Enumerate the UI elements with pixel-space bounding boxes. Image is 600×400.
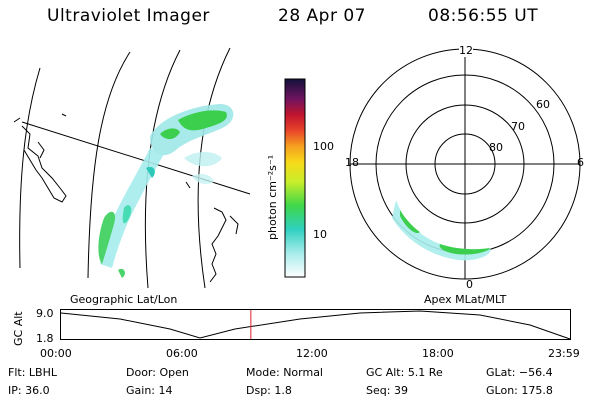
dsp-value: 1.8 — [274, 384, 292, 397]
info-glat: GLat: −56.4 — [486, 366, 553, 379]
flt-label: Flt: — [8, 366, 26, 379]
mlt-label-18: 18 — [345, 156, 359, 169]
glat-label: GLat: — [486, 366, 516, 379]
seq-label: Seq: — [366, 384, 391, 397]
timeline-ytick-1-8: 1.8 — [36, 332, 54, 345]
mlt-label-12: 12 — [459, 44, 473, 57]
gcalt-label: GC Alt: — [366, 366, 405, 379]
door-label: Door: — [126, 366, 156, 379]
gain-label: Gain: — [126, 384, 155, 397]
info-flt: Flt: LBHL — [8, 366, 57, 379]
mlat-label-70: 70 — [511, 120, 525, 133]
date-label: 28 Apr 07 — [278, 6, 366, 26]
mlat-label-60: 60 — [536, 98, 550, 111]
gain-value: 14 — [158, 384, 173, 397]
colorbar — [284, 78, 306, 278]
glon-label: GLon: — [486, 384, 518, 397]
info-ip: IP: 36.0 — [8, 384, 50, 397]
timeline-xtick-0000: 00:00 — [40, 347, 72, 360]
colorbar-unit-label: photon cm⁻²s⁻¹ — [266, 154, 279, 240]
mode-label: Mode: — [246, 366, 280, 379]
glon-value: 175.8 — [521, 384, 553, 397]
geographic-panel-label: Geographic Lat/Lon — [70, 293, 178, 306]
apex-panel-label: Apex MLat/MLT — [424, 293, 507, 306]
info-mode: Mode: Normal — [246, 366, 323, 379]
colorbar-tick-100: 100 — [313, 140, 334, 153]
info-glon: GLon: 175.8 — [486, 384, 553, 397]
polar-plot — [349, 48, 581, 280]
mode-value: Normal — [283, 366, 323, 379]
glat-value: −56.4 — [518, 366, 553, 379]
mlat-label-80: 80 — [489, 141, 503, 154]
seq-value: 39 — [393, 384, 408, 397]
ip-value: 36.0 — [25, 384, 50, 397]
timeline-xtick-1800: 18:00 — [422, 347, 454, 360]
aurora-emission-geo — [98, 104, 234, 278]
altitude-timeline — [60, 309, 571, 340]
info-gcalt: GC Alt: 5.1 Re — [366, 366, 443, 379]
instrument-title: Ultraviolet Imager — [47, 6, 210, 26]
ip-label: IP: — [8, 384, 22, 397]
colorbar-tick-10: 10 — [313, 228, 327, 241]
info-dsp: Dsp: 1.8 — [246, 384, 292, 397]
geographic-map — [13, 47, 251, 289]
timeline-xtick-0600: 06:00 — [166, 347, 198, 360]
timeline-xtick-2359: 23:59 — [548, 347, 580, 360]
door-value: Open — [159, 366, 189, 379]
info-seq: Seq: 39 — [366, 384, 408, 397]
time-label: 08:56:55 UT — [428, 6, 539, 26]
info-gain: Gain: 14 — [126, 384, 173, 397]
mlt-label-0: 0 — [466, 278, 473, 291]
info-door: Door: Open — [126, 366, 189, 379]
timeline-ylabel: GC Alt — [12, 311, 25, 346]
flt-value: LBHL — [28, 366, 57, 379]
mlt-label-6: 6 — [577, 156, 584, 169]
aurora-emission-polar — [392, 200, 491, 261]
dsp-label: Dsp: — [246, 384, 271, 397]
timeline-xtick-1200: 12:00 — [296, 347, 328, 360]
gcalt-value: 5.1 Re — [407, 366, 443, 379]
timeline-ytick-9: 9.0 — [36, 307, 54, 320]
